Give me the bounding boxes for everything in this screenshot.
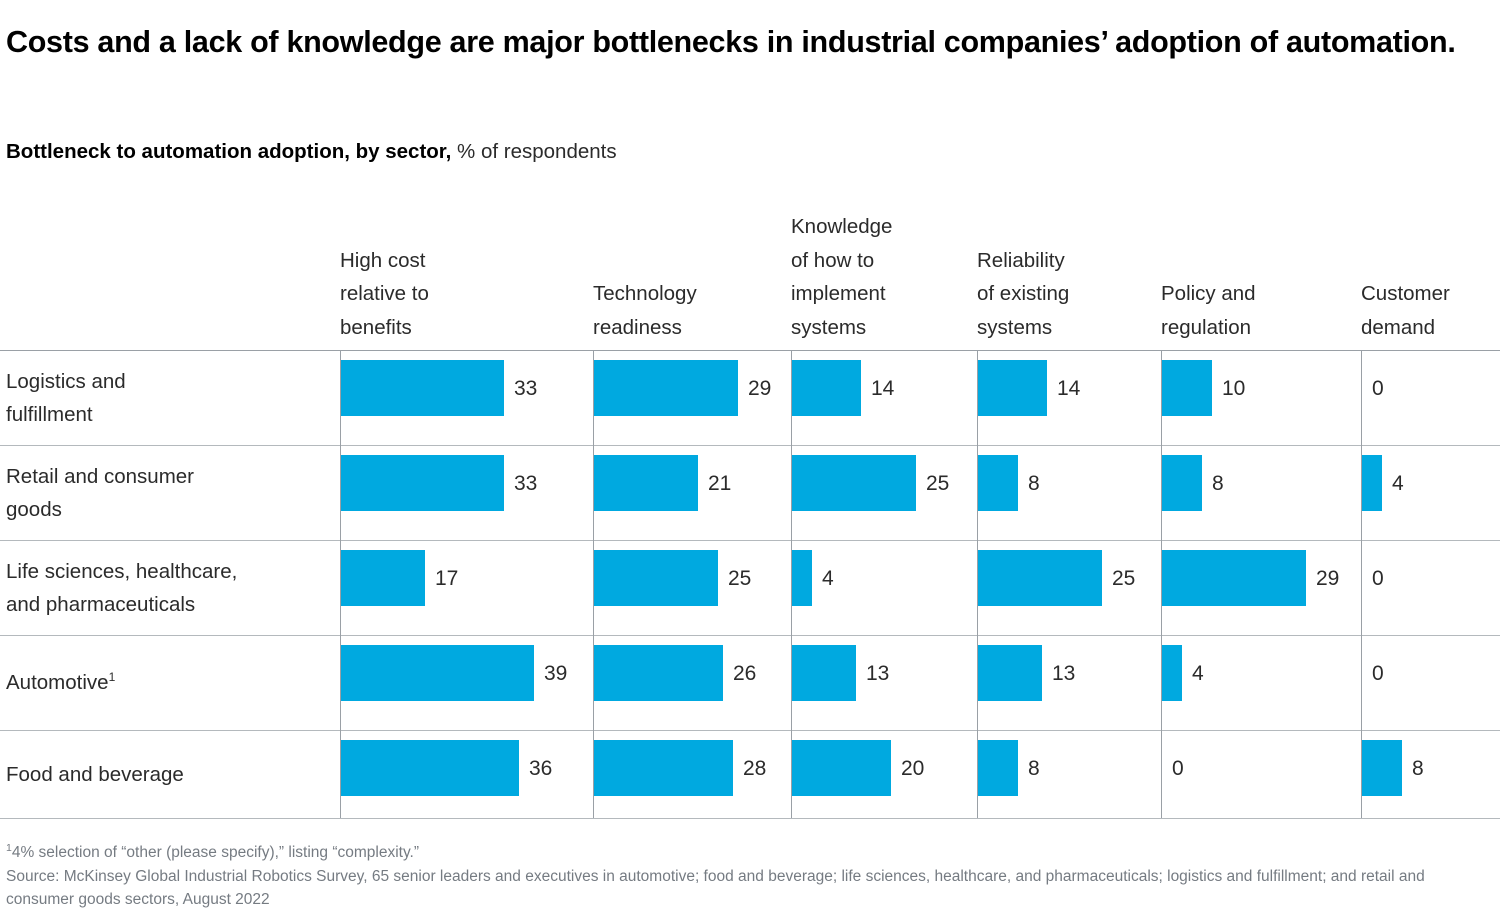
bar [792, 360, 861, 416]
column-gridline-5 [1161, 350, 1162, 818]
table-row: Retail and consumer goods 33 21 25 8 8 4 [0, 445, 1500, 540]
bar [792, 740, 891, 796]
bar [1362, 455, 1382, 511]
footnote-source: Source: McKinsey Global Industrial Robot… [6, 867, 1425, 909]
bar-value: 14 [1057, 377, 1081, 400]
row-divider [0, 730, 1500, 731]
bar-value: 14 [871, 377, 895, 400]
footnote-note-text: 4% selection of “other (please specify),… [11, 844, 420, 861]
bar [1162, 360, 1212, 416]
bar-value: 25 [926, 472, 950, 495]
bar-value: 29 [748, 377, 772, 400]
table-row: Logistics and fulfillment 33 29 14 14 10 0 [0, 350, 1500, 445]
column-gridline-6 [1361, 350, 1362, 818]
table-row: Food and beverage 36 28 20 8 0 8 [0, 730, 1500, 818]
bar [978, 550, 1102, 606]
row-label-3: Life sciences, healthcare, and pharmaceu… [6, 560, 238, 616]
row-label-5: Food and beverage [6, 763, 184, 786]
column-gridline-4 [977, 350, 978, 818]
chart-subtitle: Bottleneck to automation adoption, by se… [6, 138, 617, 166]
bar [594, 645, 723, 701]
bar-value: 4 [822, 567, 834, 590]
column-header-2: Technology readiness [593, 282, 697, 339]
bar [978, 645, 1042, 701]
chart-grid: High cost relative to benefits Technology… [0, 198, 1500, 819]
bar-value: 4 [1392, 472, 1404, 495]
bar [792, 645, 856, 701]
table-row: Automotive1 39 26 13 13 4 0 [0, 635, 1500, 730]
bar [792, 550, 812, 606]
bar [1362, 740, 1402, 796]
bar-value: 21 [708, 472, 732, 495]
bar [594, 550, 718, 606]
bar [792, 455, 916, 511]
column-gridline-3 [791, 350, 792, 818]
row-footnote-marker: 1 [108, 670, 116, 685]
footnote-note: 14% selection of “other (please specify)… [6, 841, 1476, 865]
bar-value: 4 [1192, 662, 1204, 685]
bar [594, 360, 738, 416]
bar-value: 8 [1212, 472, 1224, 495]
row-label-2: Retail and consumer goods [6, 465, 195, 521]
bar-value: 8 [1412, 757, 1424, 780]
bar-value: 29 [1316, 567, 1340, 590]
bar [594, 740, 733, 796]
bar [1162, 645, 1182, 701]
chart-subtitle-bold: Bottleneck to automation adoption, by se… [6, 140, 452, 163]
bar-value: 17 [435, 567, 459, 590]
row-label-1: Logistics and fulfillment [6, 370, 126, 426]
page-title: Costs and a lack of knowledge are major … [6, 25, 1456, 60]
bar [341, 360, 504, 416]
chart-subtitle-unit: % of respondents [451, 140, 617, 163]
bar-value: 0 [1372, 377, 1384, 400]
bar-value: 33 [514, 377, 538, 400]
table-row: Life sciences, healthcare, and pharmaceu… [0, 540, 1500, 635]
row-divider [0, 635, 1500, 636]
column-header-5: Policy and regulation [1161, 282, 1256, 339]
bar [1162, 455, 1202, 511]
bar-value: 0 [1372, 567, 1384, 590]
column-header-6: Customer demand [1361, 282, 1450, 339]
column-header-4: Reliability of existing systems [977, 248, 1070, 339]
bar-value: 39 [544, 662, 568, 685]
bar [978, 455, 1018, 511]
bar [341, 550, 425, 606]
bar-value: 25 [728, 567, 752, 590]
bar-value: 8 [1028, 472, 1040, 495]
bar [341, 740, 519, 796]
footnote-marker: 1 [6, 841, 12, 854]
bar [1162, 550, 1306, 606]
column-gridline-2 [593, 350, 594, 818]
row-divider [0, 818, 1500, 819]
column-gridline-1 [340, 350, 341, 818]
bar-value: 10 [1222, 377, 1246, 400]
bar-value: 36 [529, 757, 553, 780]
bar-value: 0 [1372, 662, 1384, 685]
bar [594, 455, 698, 511]
bar [978, 360, 1047, 416]
row-divider [0, 445, 1500, 446]
bar-value: 20 [901, 757, 925, 780]
row-label-4: Automotive1 [6, 670, 116, 694]
bar-value: 0 [1172, 757, 1184, 780]
bar-value: 33 [514, 472, 538, 495]
bar-value: 8 [1028, 757, 1040, 780]
column-header-row: High cost relative to benefits Technology… [0, 198, 1500, 350]
bar-value: 13 [1052, 662, 1076, 685]
row-divider [0, 350, 1500, 351]
column-header-3: Knowledge of how to implement systems [791, 215, 893, 339]
row-divider [0, 540, 1500, 541]
bar-value: 28 [743, 757, 767, 780]
footnotes: 14% selection of “other (please specify)… [6, 841, 1476, 912]
bar-value: 26 [733, 662, 757, 685]
bar [341, 455, 504, 511]
column-header-1: High cost relative to benefits [340, 248, 429, 339]
bar-value: 13 [866, 662, 890, 685]
bar [978, 740, 1018, 796]
bar [341, 645, 534, 701]
bar-value: 25 [1112, 567, 1136, 590]
